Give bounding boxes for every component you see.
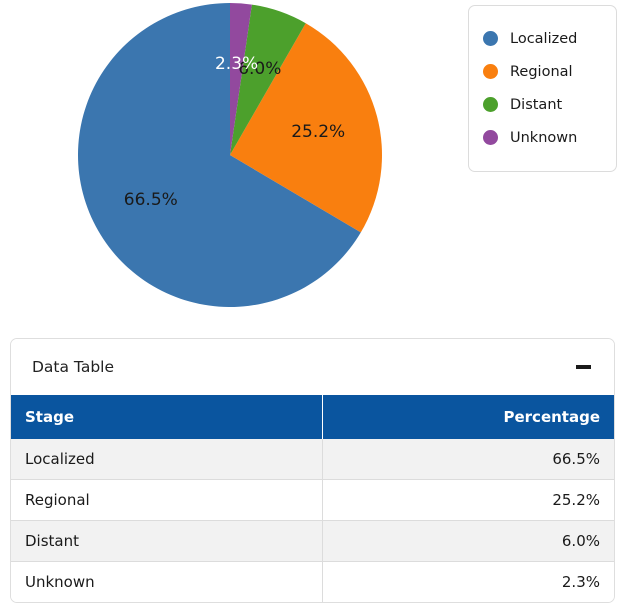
table-header-row: Stage Percentage <box>11 395 614 439</box>
card-title: Data Table <box>32 358 115 376</box>
table-row[interactable]: Unknown 2.3% <box>11 561 614 602</box>
pie-chart-panel: 66.5% 25.2% 6.0% 2.3% Localized Regional Di… <box>77 2 617 308</box>
legend-swatch-icon-regional <box>483 64 498 79</box>
pie-slice-group <box>77 2 382 308</box>
legend-label-distant: Distant <box>510 96 563 113</box>
chart-legend: Localized Regional Distant Unknown <box>468 5 617 172</box>
pie-label-unknown: 2.3% <box>215 54 258 74</box>
data-table: Stage Percentage Localized 66.5% Regional 2… <box>11 395 614 602</box>
legend-label-regional: Regional <box>510 63 573 80</box>
legend-label-unknown: Unknown <box>510 129 578 146</box>
legend-swatch-icon-unknown <box>483 130 498 145</box>
legend-swatch-icon-distant <box>483 97 498 112</box>
minus-icon[interactable] <box>572 356 594 378</box>
table-row[interactable]: Distant 6.0% <box>11 520 614 562</box>
pie-label-group: 66.5% 25.2% 6.0%2.3% <box>124 54 345 210</box>
cell-percentage: 66.5% <box>322 439 614 480</box>
legend-item-regional[interactable]: Regional <box>483 55 616 88</box>
legend-item-unknown[interactable]: Unknown <box>483 121 616 154</box>
cell-stage: Localized <box>11 439 324 480</box>
cell-percentage: 25.2% <box>322 479 614 521</box>
data-table-head: Stage Percentage <box>11 395 614 439</box>
pie-slice-regional[interactable] <box>230 23 382 233</box>
pie-chart: 66.5% 25.2% 6.0%2.3% <box>77 2 382 308</box>
data-table-card: Data Table Stage Percentage Localized 66.… <box>10 338 615 603</box>
data-table-card-header: Data Table <box>11 339 614 395</box>
legend-item-distant[interactable]: Distant <box>483 88 616 121</box>
pie-slice-unknown[interactable] <box>230 2 252 155</box>
legend-swatch-icon-localized <box>483 31 498 46</box>
table-row[interactable]: Localized 66.5% <box>11 439 614 480</box>
minus-icon-bar <box>575 365 591 369</box>
column-header-percentage[interactable]: Percentage <box>322 395 614 439</box>
data-table-body: Localized 66.5% Regional 25.2% Distant 6.0% Un… <box>11 439 614 602</box>
table-row[interactable]: Regional 25.2% <box>11 479 614 521</box>
legend-item-localized[interactable]: Localized <box>483 22 616 55</box>
pie-slice-distant[interactable] <box>230 4 306 155</box>
legend-label-localized: Localized <box>510 30 578 47</box>
cell-percentage: 6.0% <box>322 520 614 562</box>
pie-slice-localized[interactable] <box>77 3 361 308</box>
pie-label-regional: 25.2% <box>291 122 345 142</box>
pie-label-distant: 6.0% <box>238 59 281 79</box>
cell-stage: Regional <box>11 479 324 521</box>
column-header-stage[interactable]: Stage <box>11 395 324 439</box>
cell-stage: Distant <box>11 520 324 562</box>
cell-stage: Unknown <box>11 561 324 602</box>
cell-percentage: 2.3% <box>322 561 614 602</box>
pie-label-localized: 66.5% <box>124 190 178 210</box>
